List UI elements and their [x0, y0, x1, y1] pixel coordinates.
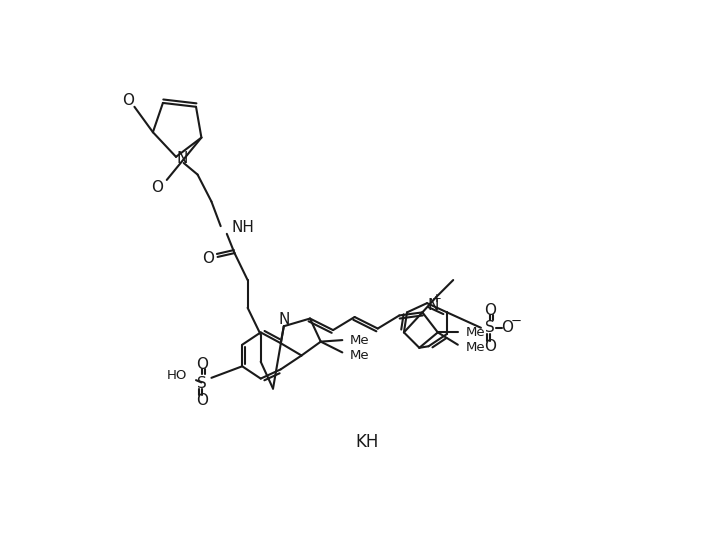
Text: N: N [177, 151, 188, 166]
Text: Me: Me [350, 333, 370, 346]
Text: O: O [122, 93, 134, 108]
Text: S: S [485, 320, 495, 335]
Text: Me: Me [465, 326, 485, 339]
Text: NH: NH [232, 220, 254, 235]
Text: O: O [501, 320, 513, 335]
Text: N: N [427, 298, 439, 313]
Text: O: O [202, 251, 214, 266]
Text: S: S [197, 376, 207, 391]
Text: O: O [196, 393, 208, 408]
Text: KH: KH [356, 433, 379, 451]
Text: O: O [484, 339, 496, 354]
Text: N: N [278, 312, 289, 327]
Text: +: + [432, 292, 441, 305]
Text: Me: Me [465, 342, 485, 354]
Text: −: − [511, 315, 522, 328]
Text: O: O [196, 357, 208, 372]
Text: O: O [484, 303, 496, 318]
Text: HO: HO [166, 369, 187, 382]
Text: O: O [151, 180, 163, 195]
Text: Me: Me [350, 349, 370, 362]
